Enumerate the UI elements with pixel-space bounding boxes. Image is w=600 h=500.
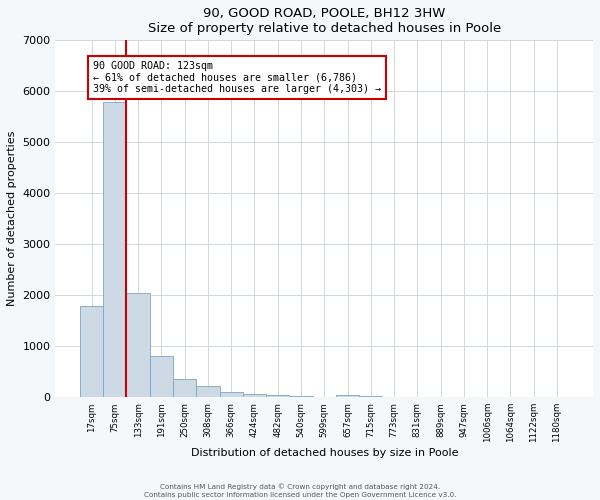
Bar <box>243 394 266 398</box>
Bar <box>359 396 382 398</box>
X-axis label: Distribution of detached houses by size in Poole: Distribution of detached houses by size … <box>191 448 458 458</box>
Text: Contains HM Land Registry data © Crown copyright and database right 2024.
Contai: Contains HM Land Registry data © Crown c… <box>144 483 456 498</box>
Bar <box>103 102 127 398</box>
Bar <box>289 396 313 398</box>
Text: 90 GOOD ROAD: 123sqm
← 61% of detached houses are smaller (6,786)
39% of semi-de: 90 GOOD ROAD: 123sqm ← 61% of detached h… <box>94 60 382 94</box>
Bar <box>80 306 103 398</box>
Bar <box>266 395 289 398</box>
Y-axis label: Number of detached properties: Number of detached properties <box>7 131 17 306</box>
Bar <box>173 379 196 398</box>
Bar <box>196 386 220 398</box>
Title: 90, GOOD ROAD, POOLE, BH12 3HW
Size of property relative to detached houses in P: 90, GOOD ROAD, POOLE, BH12 3HW Size of p… <box>148 7 501 35</box>
Bar <box>220 392 243 398</box>
Bar <box>127 292 150 398</box>
Bar <box>150 356 173 398</box>
Bar <box>336 396 359 398</box>
